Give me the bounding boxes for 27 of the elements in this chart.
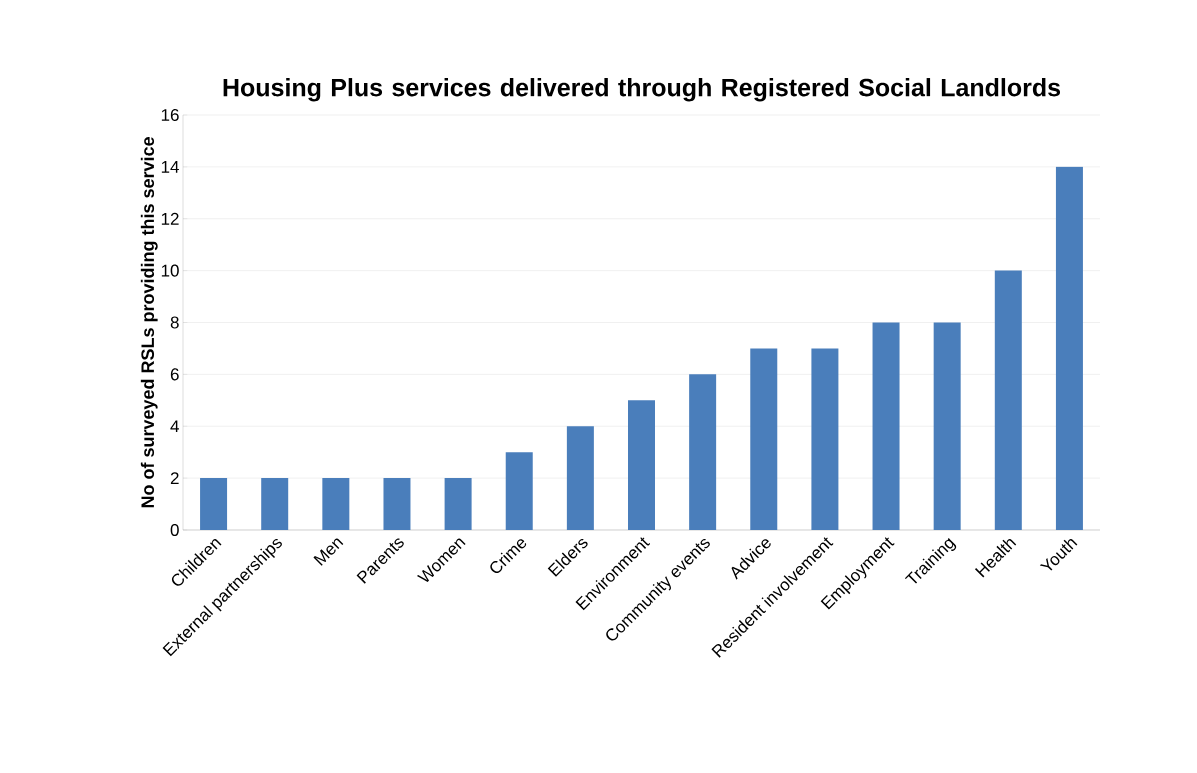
y-tick-label: 2	[170, 472, 179, 485]
y-axis-title: No of surveyed RSLs providing this service	[140, 137, 158, 508]
y-tick-label: 16	[161, 108, 179, 122]
y-tick-label: 12	[161, 212, 179, 225]
bar	[383, 478, 411, 530]
y-tick-label: 14	[161, 161, 179, 173]
y-tick-label: 0	[170, 523, 179, 537]
bar	[750, 348, 778, 530]
bar	[994, 270, 1022, 530]
bar	[322, 478, 350, 530]
chart-title: Housing Plus services delivered through Registered Social Landlords	[223, 78, 1061, 102]
y-tick-label: 10	[161, 264, 179, 277]
bar	[1055, 166, 1083, 530]
bar	[505, 452, 533, 530]
bar	[444, 478, 472, 530]
bar	[628, 400, 655, 530]
bar	[566, 426, 594, 530]
bar	[811, 348, 839, 530]
bar	[872, 322, 900, 530]
bar	[689, 374, 717, 530]
bar	[261, 478, 289, 530]
y-tick-label: 8	[170, 316, 179, 329]
x-tick-label: Men	[313, 538, 344, 566]
y-tick-label: 6	[170, 368, 179, 381]
y-tick-label: 4	[170, 420, 179, 433]
bar	[200, 478, 228, 530]
bar	[933, 322, 961, 530]
